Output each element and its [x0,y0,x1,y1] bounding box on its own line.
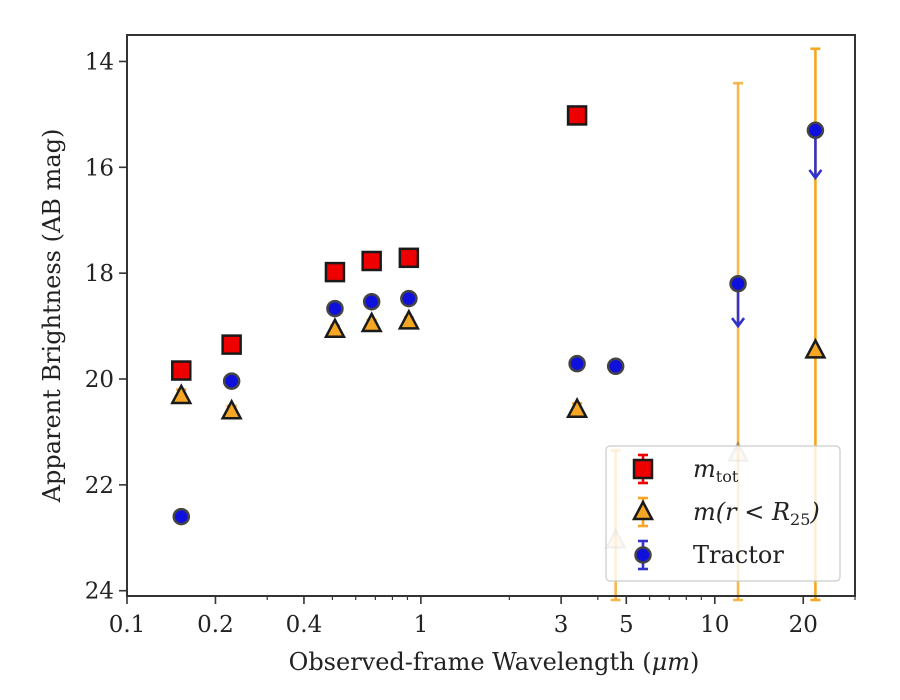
legend-label: Tractor [693,541,784,569]
legend-item-mR25: m(r < R25) [631,496,820,529]
mtot-marker [566,105,588,126]
legend-label-main: m(r < R [693,498,790,526]
axis-ticks: 0.1 0.2 0.4 1 3 5 10 20 14 16 18 20 22 24 [85,49,856,638]
plot-frame [126,34,856,597]
x-tick-label: 0.2 [197,612,234,638]
legend-label-close: ) [809,498,819,526]
x-tick-label: 5 [619,612,634,638]
y-tick-label: 20 [85,367,114,393]
mR25-marker [397,308,420,330]
tractor-marker [222,372,241,390]
mtot-marker [171,360,192,381]
legend-label-sub: 25 [790,510,810,529]
mR25-marker [220,398,243,420]
x-axis-label-unit: μm [652,648,690,676]
mR25-marker [360,311,383,333]
mR25-marker [804,337,827,359]
mtot-marker [324,261,346,283]
x-tick-label: 10 [700,612,729,638]
legend-label: m(r < R25) [693,498,820,529]
tractor-marker [806,121,825,140]
y-tick-label: 16 [85,155,114,181]
y-axis-label: Apparent Brightness (AB mag) [38,129,66,504]
x-axis-label-text: Observed-frame Wavelength ( [289,648,652,676]
mR25-marker [170,383,193,405]
tractor-marker [729,274,747,293]
x-tick-label: 1 [414,612,429,638]
legend-marker [632,458,654,480]
mR25-marker [323,317,347,339]
x-tick-label: 0.1 [109,612,146,638]
y-tick-label: 14 [85,49,114,75]
tractor-marker [362,292,381,311]
x-tick-label: 3 [554,612,569,638]
mtot-marker [221,334,242,355]
mtot-marker [361,250,382,272]
upper-limit-arrow [731,317,746,329]
legend-item-tractor: Tractor [634,539,784,571]
tractor-marker [172,507,191,526]
x-tick-label: 20 [789,612,818,638]
legend-item-mtot: mtot [632,453,739,486]
legend-label-main: m [693,455,716,483]
legend-label: mtot [693,455,739,486]
tractor-marker [400,289,418,308]
tractor-marker [326,299,344,318]
x-axis-label-close: ) [690,648,699,676]
mtot-marker [398,247,420,269]
tractor-marker [606,357,625,376]
y-tick-label: 22 [85,473,114,499]
mR25-marker [566,397,589,418]
legend: mtot m(r < R25) Tractor [605,445,841,582]
tractor-marker [568,354,586,373]
legend-box [605,445,841,582]
x-axis-label: Observed-frame Wavelength (μm) [289,648,700,676]
legend-label-sub: tot [716,467,739,486]
legend-marker [634,546,652,564]
y-tick-label: 24 [85,579,114,605]
upper-limit-arrow [808,169,823,181]
x-tick-label: 0.4 [286,612,323,638]
y-tick-label: 18 [85,261,114,287]
legend-marker [631,499,655,521]
